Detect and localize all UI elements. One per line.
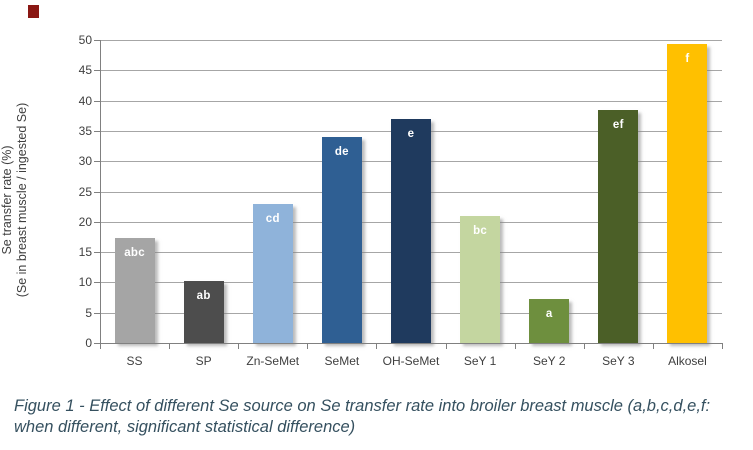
- x-axis-label: SeY 3: [602, 354, 635, 368]
- y-axis-tick-label: 15: [78, 245, 92, 260]
- y-axis-title-line2: (Se in breast muscle / ingested Se): [15, 102, 29, 298]
- y-axis-title-line1: Se transfer rate (%): [0, 145, 14, 255]
- x-axis-tick: [238, 343, 240, 349]
- y-axis-tick: [94, 100, 100, 102]
- x-axis-tick: [652, 343, 654, 349]
- y-axis-tick-label: 35: [78, 123, 92, 138]
- y-axis-title: Se transfer rate (%) (Se in breast muscl…: [0, 20, 44, 380]
- figure-caption-line1: Figure 1 - Effect of different Se source…: [14, 397, 711, 415]
- y-axis-tick-label: 50: [78, 33, 92, 47]
- y-axis-tick: [94, 343, 100, 344]
- x-axis-tick: [307, 343, 309, 349]
- bar-significance-label: abc: [124, 247, 145, 260]
- y-axis-tick-label: 5: [85, 305, 92, 320]
- x-axis-label: OH-SeMet: [382, 354, 440, 368]
- gridline: [100, 40, 722, 41]
- x-axis-line: [100, 343, 722, 344]
- gridline: [100, 100, 722, 102]
- bar-semet: [321, 136, 362, 343]
- y-axis-tick-label: 0: [85, 336, 92, 350]
- bar-significance-label: ab: [196, 289, 211, 302]
- bar-significance-label: cd: [265, 212, 280, 225]
- bar-sey-2: [529, 298, 570, 343]
- y-axis-tick: [94, 221, 100, 223]
- y-axis-tick-label: 45: [78, 63, 92, 78]
- x-axis-tick: [722, 343, 723, 349]
- bar-sey-3: [598, 109, 639, 343]
- figure-caption-line2: when different, significant statistical …: [14, 418, 356, 436]
- x-axis-label: Zn-SeMet: [246, 354, 300, 368]
- x-axis-label: SP: [195, 354, 212, 368]
- y-axis-tick: [94, 40, 100, 41]
- x-axis-label: SeY 1: [463, 354, 497, 368]
- y-axis-tick-label: 20: [78, 214, 92, 229]
- x-axis-tick: [514, 343, 516, 349]
- bar-zn-semet: [252, 203, 293, 343]
- y-axis-tick: [94, 161, 100, 163]
- x-axis-tick: [445, 343, 447, 349]
- page-corner-mark: [28, 5, 39, 18]
- x-axis-tick: [169, 343, 171, 349]
- y-axis-tick-label: 30: [78, 154, 92, 169]
- y-axis-tick: [94, 252, 100, 254]
- x-axis-tick: [376, 343, 378, 349]
- y-axis-line: [100, 40, 101, 344]
- bar-significance-label: e: [407, 127, 415, 140]
- bar-significance-label: de: [334, 145, 349, 158]
- x-axis-label: SeMet: [324, 354, 360, 368]
- bar-oh-semet: [391, 118, 431, 343]
- y-axis-tick: [94, 282, 100, 284]
- x-axis-label: Alkosel: [668, 354, 707, 368]
- x-axis-label: SS: [126, 354, 143, 368]
- y-axis-tick: [94, 70, 100, 72]
- x-axis-label: SeY 2: [532, 354, 566, 368]
- y-axis-tick-label: 10: [78, 275, 92, 290]
- y-axis-tick-label: 40: [78, 93, 92, 108]
- x-axis-tick: [583, 343, 585, 349]
- bar-sey-1: [460, 215, 501, 343]
- bar-significance-label: ef: [612, 118, 624, 131]
- y-axis-tick: [94, 312, 100, 314]
- gridline: [100, 70, 722, 72]
- x-axis-tick: [100, 343, 101, 349]
- bar-alkosel: [667, 44, 708, 343]
- figure-caption: Figure 1 - Effect of different Se source…: [14, 396, 753, 438]
- y-axis-tick-label: 25: [78, 184, 92, 199]
- bar-significance-label: a: [545, 307, 553, 320]
- bar-ss: [114, 238, 155, 343]
- bar-significance-label: bc: [473, 224, 488, 237]
- y-axis-tick: [94, 191, 100, 193]
- y-axis-tick: [94, 130, 100, 132]
- bar-significance-label: f: [685, 53, 690, 66]
- bar-sp: [183, 280, 224, 343]
